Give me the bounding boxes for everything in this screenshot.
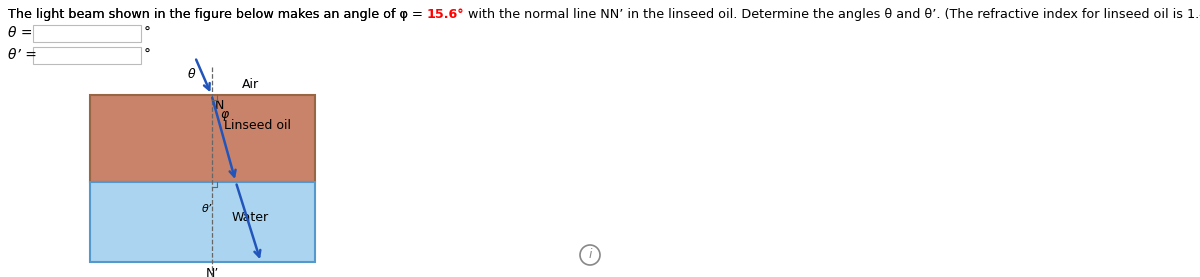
Text: 15.6°: 15.6° [427,8,464,21]
Text: φ: φ [221,108,229,121]
Text: N: N [215,99,224,112]
Text: θ =: θ = [8,26,32,40]
Text: The light beam shown in the figure below makes an angle of φ =: The light beam shown in the figure below… [8,8,427,21]
Text: with the normal line NN’ in the linseed oil. Determine the angles θ and θ’. (The: with the normal line NN’ in the linseed … [464,8,1200,21]
Text: N’: N’ [205,267,218,277]
Text: θ: θ [187,68,196,81]
Text: θ’: θ’ [202,204,211,214]
Text: The light beam shown in the figure below makes an angle of φ =: The light beam shown in the figure below… [8,8,427,21]
FancyBboxPatch shape [34,25,142,42]
FancyBboxPatch shape [34,47,142,64]
Text: Air: Air [241,78,259,91]
Text: °: ° [144,26,151,40]
Bar [90,182,314,262]
Text: Water: Water [232,211,269,224]
Text: Linseed oil: Linseed oil [223,119,290,132]
Text: i: i [588,248,592,261]
Text: °: ° [144,48,151,62]
Bar [90,95,314,182]
Text: θ’ =: θ’ = [8,48,37,62]
